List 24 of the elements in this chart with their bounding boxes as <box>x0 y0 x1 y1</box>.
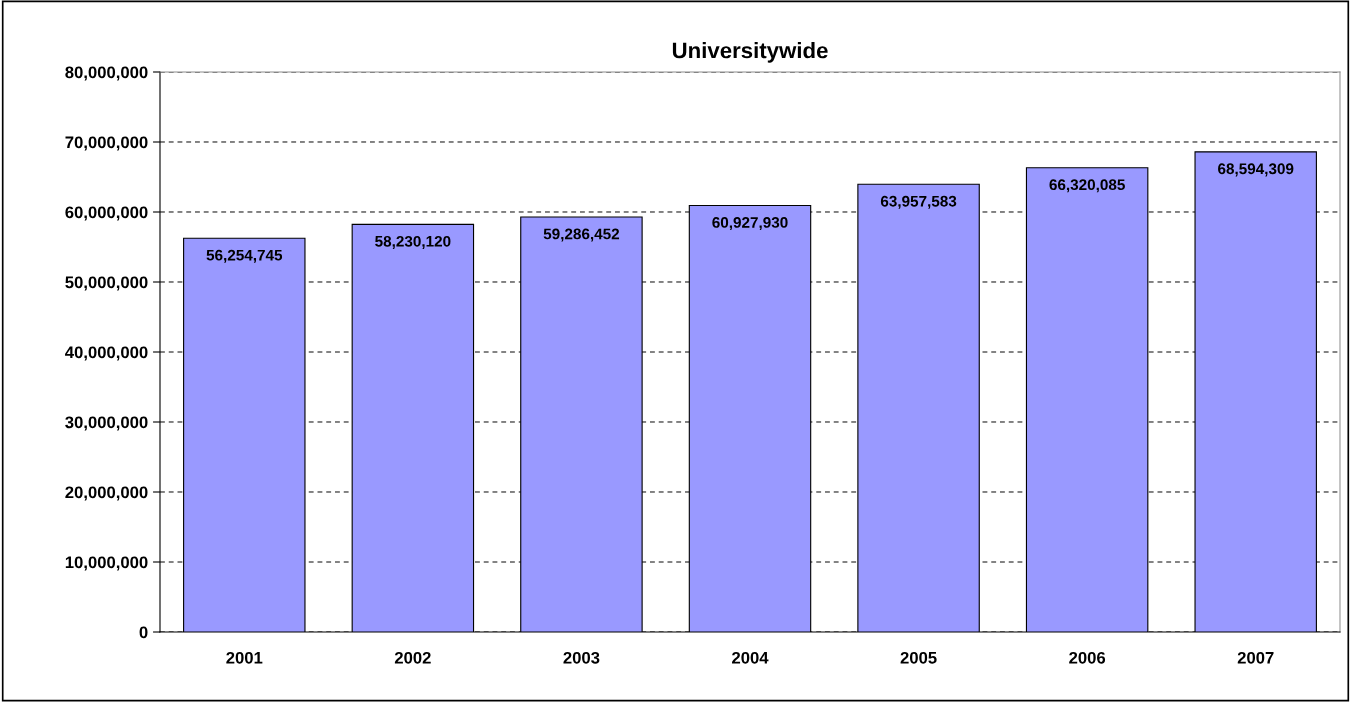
data-label: 60,927,930 <box>712 217 788 231</box>
y-tick-label: 80,000,000 <box>65 66 148 81</box>
y-tick-label: 70,000,000 <box>65 136 148 151</box>
y-tick-label: 60,000,000 <box>65 206 148 221</box>
data-label: 63,957,583 <box>880 195 957 209</box>
y-tick-label: 50,000,000 <box>65 276 148 291</box>
x-tick-label: 2002 <box>394 651 431 664</box>
y-tick-label: 30,000,000 <box>65 416 148 431</box>
y-tick-label: 0 <box>139 626 148 639</box>
y-tick-label: 20,000,000 <box>65 486 148 501</box>
y-tick-label: 40,000,000 <box>65 346 148 361</box>
x-tick-label: 2003 <box>563 651 600 664</box>
x-tick-label: 2001 <box>226 651 263 664</box>
x-tick-label: 2005 <box>900 651 937 664</box>
data-label: 68,594,309 <box>1218 163 1294 177</box>
data-label: 66,320,085 <box>1049 179 1125 193</box>
x-tick-label: 2004 <box>732 651 769 664</box>
y-tick-label: 10,000,000 <box>65 556 148 571</box>
x-tick-label: 2007 <box>1237 651 1274 664</box>
data-label: 58,230,120 <box>375 235 451 249</box>
chart-title: Universitywide <box>672 42 828 63</box>
data-label: 56,254,745 <box>206 249 283 263</box>
x-tick-label: 2006 <box>1069 651 1106 664</box>
data-label: 59,286,452 <box>543 228 620 242</box>
